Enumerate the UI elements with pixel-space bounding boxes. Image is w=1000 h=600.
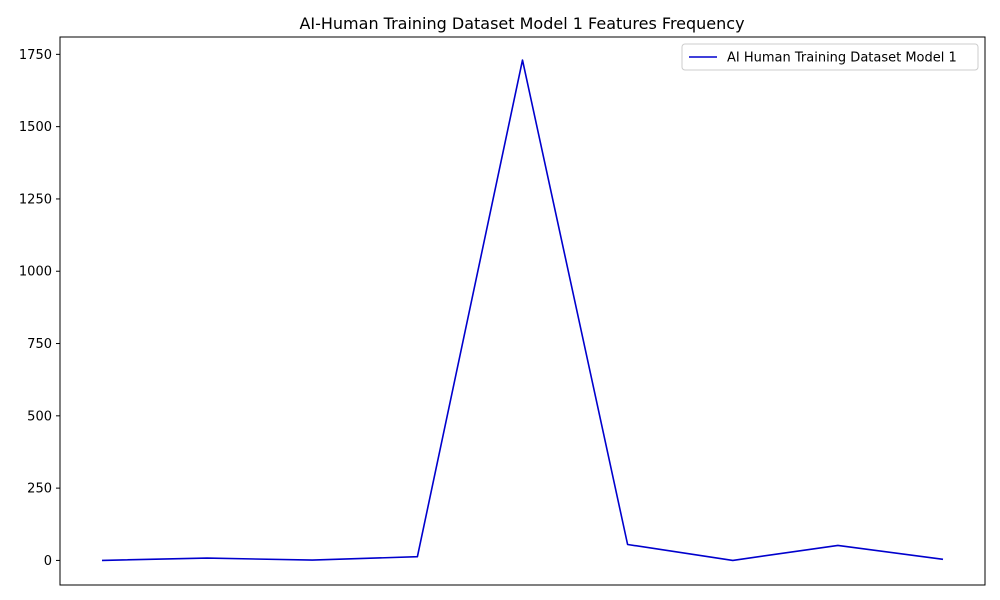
y-tick-label: 1500 (19, 120, 52, 135)
y-tick-label: 0 (44, 554, 52, 569)
y-tick-label: 750 (27, 337, 52, 352)
y-axis: 0 250 500 750 1000 1250 1500 1750 (19, 48, 60, 569)
y-tick-label: 1000 (19, 265, 52, 280)
series-line (101, 59, 944, 562)
y-tick-label: 1250 (19, 192, 52, 207)
y-tick-label: 1750 (19, 48, 52, 63)
legend-label: AI Human Training Dataset Model 1 (727, 51, 957, 66)
plot-frame (59, 36, 986, 586)
legend-box (681, 43, 979, 71)
legend: AI Human Training Dataset Model 1 (681, 43, 979, 71)
chart-title: AI-Human Training Dataset Model 1 Featur… (299, 14, 744, 33)
plot-area (101, 59, 944, 562)
y-tick-label: 500 (27, 409, 52, 424)
y-tick-label: 250 (27, 482, 52, 497)
